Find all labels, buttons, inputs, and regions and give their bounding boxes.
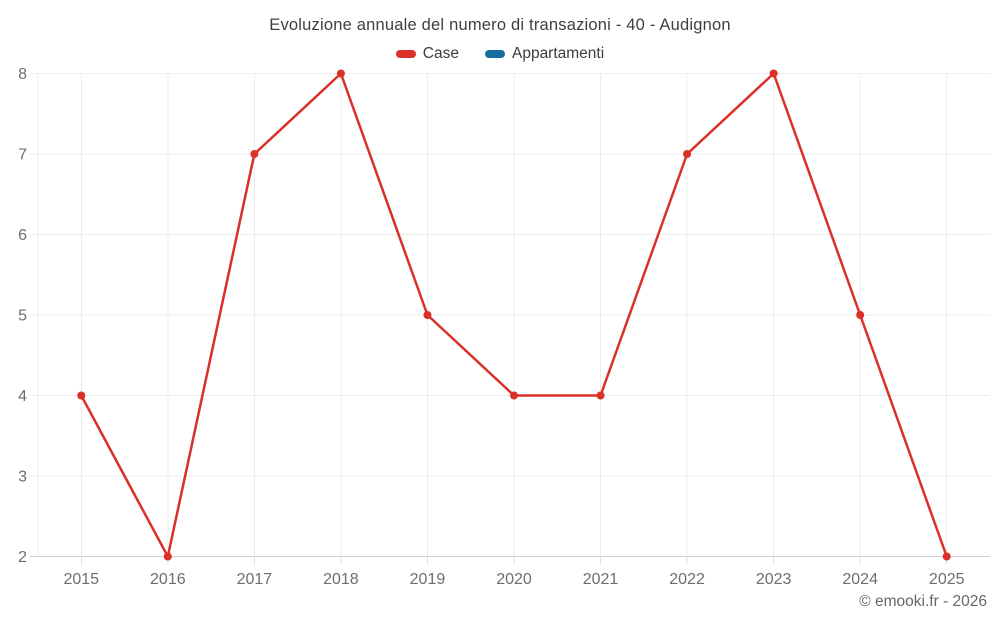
y-tick-label: 2	[18, 549, 27, 566]
x-tick-label: 2015	[63, 571, 99, 588]
y-tick-label: 3	[18, 469, 27, 486]
chart-title: Evoluzione annuale del numero di transaz…	[269, 16, 731, 34]
data-point[interactable]	[856, 311, 865, 319]
x-tick-label: 2018	[323, 571, 359, 588]
x-tick-label: 2022	[669, 571, 705, 588]
y-tick-label: 8	[18, 66, 27, 83]
legend-label-appartamenti: Appartamenti	[511, 45, 605, 62]
legend-item-appartamenti[interactable]: Appartamenti	[484, 45, 605, 63]
appartamenti-series-swatch-icon	[484, 50, 505, 58]
y-tick-label: 5	[18, 308, 27, 325]
y-tick-label: 6	[18, 227, 27, 244]
data-point[interactable]	[510, 391, 518, 400]
x-tick-label: 2020	[496, 571, 532, 588]
data-point[interactable]	[423, 311, 432, 319]
case-series-swatch-icon	[395, 50, 416, 58]
x-tick-label: 2021	[583, 571, 619, 588]
data-point[interactable]	[250, 150, 259, 158]
x-tick-label: 2016	[150, 571, 186, 588]
data-point[interactable]	[77, 391, 86, 400]
x-tick-label: 2025	[929, 571, 965, 588]
data-point[interactable]	[683, 150, 692, 158]
copyright-footer: © emooki.fr - 2026	[859, 593, 987, 610]
data-point[interactable]	[942, 552, 951, 561]
data-point[interactable]	[336, 69, 345, 78]
data-point[interactable]	[596, 391, 605, 400]
y-tick-label: 7	[18, 147, 27, 164]
legend-item-case[interactable]: Case	[395, 45, 459, 63]
x-tick-label: 2019	[410, 571, 446, 588]
y-tick-label: 4	[18, 388, 27, 405]
x-tick-label: 2017	[237, 571, 273, 588]
legend: Case Appartamenti	[0, 45, 1000, 63]
legend-label-case: Case	[422, 45, 459, 62]
x-tick-label: 2023	[756, 571, 792, 588]
data-point[interactable]	[769, 69, 778, 78]
data-point[interactable]	[163, 552, 172, 561]
x-tick-label: 2024	[842, 571, 878, 588]
